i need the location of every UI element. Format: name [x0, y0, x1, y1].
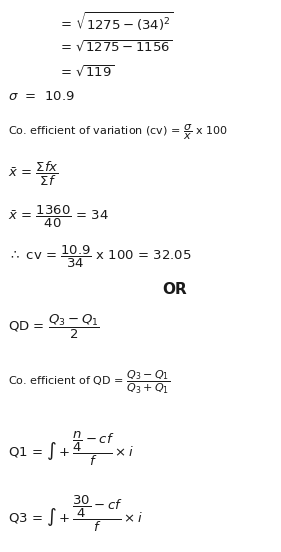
Text: = $\sqrt{1275-1156}$: = $\sqrt{1275-1156}$	[60, 39, 173, 55]
Text: OR: OR	[163, 282, 187, 296]
Text: QD = $\dfrac{Q_3 - Q_1}{2}$: QD = $\dfrac{Q_3 - Q_1}{2}$	[8, 313, 100, 341]
Text: = $\sqrt{1275-(34)^2}$: = $\sqrt{1275-(34)^2}$	[60, 11, 173, 33]
Text: $\therefore$ cv = $\dfrac{10.9}{34}$ x 100 = 32.05: $\therefore$ cv = $\dfrac{10.9}{34}$ x 1…	[8, 244, 192, 270]
Text: $\bar{x}$ = $\dfrac{\Sigma fx}{\Sigma f}$: $\bar{x}$ = $\dfrac{\Sigma fx}{\Sigma f}…	[8, 160, 59, 188]
Text: = $\sqrt{119}$: = $\sqrt{119}$	[60, 65, 114, 79]
Text: $\bar{x}$ = $\dfrac{1360}{40}$ = 34: $\bar{x}$ = $\dfrac{1360}{40}$ = 34	[8, 204, 109, 230]
Text: Co. efficient of QD = $\dfrac{Q_3 - Q_1}{Q_3 + Q_1}$: Co. efficient of QD = $\dfrac{Q_3 - Q_1}…	[8, 369, 170, 396]
Text: Q1 = $\int+\dfrac{\dfrac{n}{4}-cf}{f}\times i$: Q1 = $\int+\dfrac{\dfrac{n}{4}-cf}{f}\ti…	[8, 430, 134, 468]
Text: Co. efficient of variation (cv) = $\dfrac{\sigma}{x}$ x 100: Co. efficient of variation (cv) = $\dfra…	[8, 122, 228, 142]
Text: $\sigma$  =  10.9: $\sigma$ = 10.9	[8, 91, 75, 104]
Text: Q3 = $\int+\dfrac{\dfrac{30}{4}-cf}{f}\times i$: Q3 = $\int+\dfrac{\dfrac{30}{4}-cf}{f}\t…	[8, 494, 143, 534]
